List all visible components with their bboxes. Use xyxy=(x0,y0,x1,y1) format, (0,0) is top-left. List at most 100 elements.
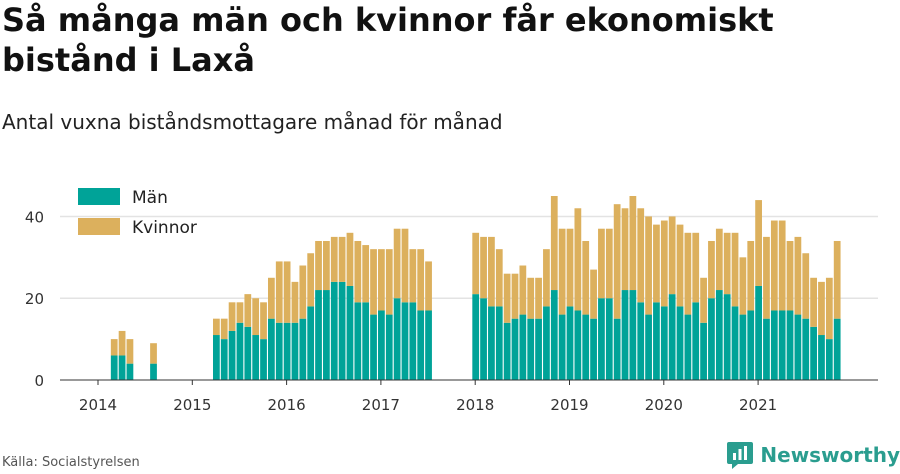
bar-men xyxy=(574,310,582,380)
bar-women xyxy=(605,228,613,299)
bar-women xyxy=(323,240,330,291)
x-tick-label: 2016 xyxy=(268,396,306,414)
bar-women xyxy=(275,261,283,323)
legend: Män Kvinnor xyxy=(78,188,197,238)
bar-women xyxy=(629,196,637,291)
bar-men xyxy=(715,290,723,380)
bar-men xyxy=(629,290,637,380)
bar-men xyxy=(566,306,574,380)
legend-swatch-women xyxy=(78,218,120,235)
bar-women xyxy=(543,249,550,307)
bar-women xyxy=(566,228,574,307)
bar-men xyxy=(590,318,597,380)
bar-men xyxy=(362,302,370,380)
bar-women xyxy=(291,281,299,323)
bar-men xyxy=(818,335,825,380)
bar-men xyxy=(228,330,236,380)
bar-women xyxy=(495,249,503,307)
chart-subtitle: Antal vuxna biståndsmottagare månad för … xyxy=(2,110,503,134)
x-tick-label: 2014 xyxy=(79,396,117,414)
bar-women xyxy=(684,232,692,315)
legend-swatch-men xyxy=(78,188,120,205)
bar-women xyxy=(244,294,252,327)
bar-men xyxy=(385,314,393,380)
bar-men xyxy=(425,310,432,380)
bar-women xyxy=(393,228,401,299)
bar-women xyxy=(252,298,260,336)
bar-men xyxy=(417,310,425,380)
bar-men xyxy=(283,322,291,380)
bar-men xyxy=(621,290,629,380)
bar-men xyxy=(825,339,833,380)
bar-women xyxy=(692,232,700,303)
bar-women xyxy=(425,261,432,311)
y-axis-ticks: 0 20 40 xyxy=(25,208,44,390)
bar-women xyxy=(558,228,566,315)
bar-men xyxy=(763,318,770,380)
bar-women xyxy=(385,249,393,315)
bar-women xyxy=(220,318,228,340)
bar-men xyxy=(315,290,322,380)
bar-women xyxy=(401,228,409,303)
legend-label-men: Män xyxy=(132,188,168,208)
bar-men xyxy=(598,298,605,380)
bar-women xyxy=(598,228,605,299)
bar-women xyxy=(236,302,244,323)
bar-men xyxy=(236,322,244,380)
bar-men xyxy=(676,306,684,380)
bar-women xyxy=(715,228,723,291)
bar-women xyxy=(299,265,307,319)
bar-women xyxy=(354,240,362,303)
x-tick-label: 2015 xyxy=(173,396,211,414)
bar-men xyxy=(338,281,346,380)
bar-men xyxy=(393,298,401,380)
bar-men xyxy=(150,363,157,380)
bar-women xyxy=(346,232,354,286)
bar-men xyxy=(527,318,535,380)
bar-men xyxy=(833,318,841,380)
bar-men xyxy=(488,306,495,380)
bar-women xyxy=(550,196,558,291)
bar-women xyxy=(378,249,385,311)
bar-women xyxy=(338,236,346,282)
bar-men xyxy=(543,306,550,380)
bar-men xyxy=(550,290,558,380)
bar-women xyxy=(527,277,535,319)
x-tick-label: 2018 xyxy=(456,396,494,414)
bar-men xyxy=(503,322,511,380)
bar-women xyxy=(778,220,786,311)
bar-men xyxy=(511,318,519,380)
bar-women xyxy=(315,240,322,291)
x-tick-label: 2021 xyxy=(739,396,777,414)
bar-women xyxy=(645,216,652,315)
bar-men xyxy=(645,314,652,380)
bar-men xyxy=(558,314,566,380)
bar-men xyxy=(480,298,487,380)
bar-men xyxy=(700,322,707,380)
y-tick-label: 0 xyxy=(34,372,44,390)
bar-women xyxy=(488,236,495,307)
bar-men xyxy=(723,294,731,380)
bar-women xyxy=(676,224,684,307)
bar-women xyxy=(802,253,810,319)
bar-men xyxy=(307,306,315,380)
chart-title: Så många män och kvinnor får ekonomiskt … xyxy=(2,1,774,79)
bar-men xyxy=(747,310,755,380)
bar-men xyxy=(370,314,377,380)
bar-women xyxy=(213,318,220,336)
bar-women xyxy=(417,249,425,311)
y-tick-label: 20 xyxy=(25,290,44,308)
bar-men xyxy=(220,339,228,380)
x-axis-ticks: 2014 2015 2016 2017 2018 2019 2020 2021 xyxy=(79,380,777,414)
bar-men xyxy=(252,335,260,380)
bar-men xyxy=(378,310,385,380)
bar-men xyxy=(708,298,715,380)
bar-men xyxy=(613,318,621,380)
bar-men xyxy=(668,294,676,380)
bar-men xyxy=(660,306,668,380)
newsworthy-logo-icon xyxy=(727,442,754,469)
bar-women xyxy=(708,240,715,299)
bar-women xyxy=(810,277,817,327)
bar-women xyxy=(755,200,762,286)
bar-men xyxy=(535,318,542,380)
